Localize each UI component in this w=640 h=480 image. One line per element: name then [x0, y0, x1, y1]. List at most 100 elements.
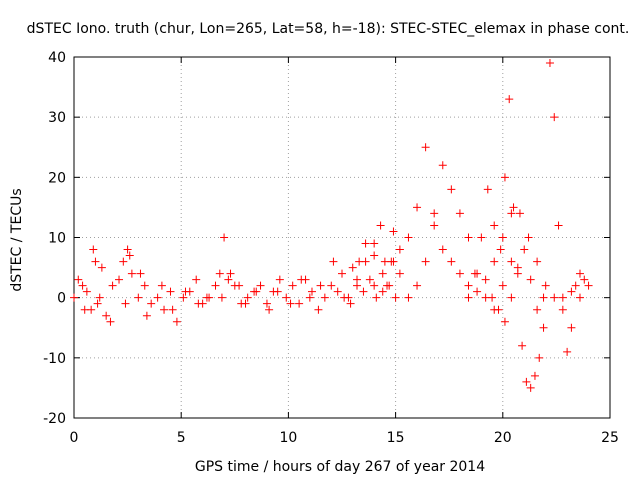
data-point — [550, 113, 559, 122]
data-point — [102, 311, 111, 320]
data-point — [524, 233, 533, 242]
y-tick-label: -20 — [43, 411, 66, 427]
data-point — [584, 281, 593, 290]
axes — [73, 56, 611, 419]
data-point — [404, 293, 413, 302]
data-point — [194, 299, 203, 308]
data-point — [481, 275, 490, 284]
data-point — [421, 257, 430, 266]
x-tick-label: 0 — [70, 430, 79, 446]
data-point — [455, 269, 464, 278]
data-point — [563, 347, 572, 356]
data-point — [106, 317, 115, 326]
data-point — [89, 245, 98, 254]
data-point — [121, 299, 130, 308]
data-point — [316, 281, 325, 290]
data-point — [160, 305, 169, 314]
data-point — [413, 281, 422, 290]
data-point — [202, 293, 211, 302]
data-point — [383, 281, 392, 290]
data-point — [307, 287, 316, 296]
data-point — [108, 281, 117, 290]
data-point — [95, 293, 104, 302]
data-point — [215, 269, 224, 278]
data-point — [430, 221, 439, 230]
data-point — [348, 263, 357, 272]
data-point — [252, 287, 261, 296]
data-point — [220, 233, 229, 242]
data-point — [370, 281, 379, 290]
data-point — [522, 377, 531, 386]
data-point — [273, 287, 282, 296]
x-tick-label: 20 — [494, 430, 512, 446]
data-point — [507, 293, 516, 302]
series-4 — [370, 161, 593, 314]
data-point — [226, 269, 235, 278]
data-point — [123, 245, 132, 254]
chart-title: dSTEC Iono. truth (chur, Lon=265, Lat=58… — [27, 21, 630, 37]
data-point — [256, 281, 265, 290]
data-point — [136, 269, 145, 278]
data-point — [181, 287, 190, 296]
data-point — [333, 287, 342, 296]
data-point — [297, 275, 306, 284]
series-5 — [464, 95, 548, 392]
y-tick-label: 20 — [48, 170, 66, 186]
data-point — [550, 293, 559, 302]
data-point — [505, 95, 514, 104]
data-point — [520, 245, 529, 254]
data-point — [115, 275, 124, 284]
tick-labels: 0 5 10 15 20 25 -20 -10 0 10 20 30 40 — [43, 50, 619, 446]
data-point — [554, 221, 563, 230]
data-point — [507, 209, 516, 218]
data-point — [140, 281, 149, 290]
data-point — [147, 299, 156, 308]
data-point — [391, 293, 400, 302]
data-point — [320, 293, 329, 302]
data-point — [430, 209, 439, 218]
data-point — [526, 275, 535, 284]
data-point — [153, 293, 162, 302]
data-point — [329, 257, 338, 266]
x-tick-label: 5 — [177, 430, 186, 446]
data-point — [526, 383, 535, 392]
data-point — [389, 227, 398, 236]
data-point — [387, 257, 396, 266]
data-point — [359, 287, 368, 296]
data-point — [513, 269, 522, 278]
data-point — [179, 293, 188, 302]
data-point — [127, 269, 136, 278]
data-point — [498, 281, 507, 290]
data-point — [361, 239, 370, 248]
data-point — [119, 257, 128, 266]
data-point — [567, 323, 576, 332]
data-point — [192, 275, 201, 284]
data-point — [288, 281, 297, 290]
data-point — [477, 233, 486, 242]
data-point — [378, 287, 387, 296]
data-point — [395, 245, 404, 254]
data-point — [235, 281, 244, 290]
data-point — [455, 209, 464, 218]
data-point — [370, 251, 379, 260]
data-point — [344, 293, 353, 302]
data-point — [305, 293, 314, 302]
data-point — [93, 299, 102, 308]
x-tick-label: 15 — [387, 430, 405, 446]
data-point — [483, 185, 492, 194]
data-point — [490, 257, 499, 266]
data-point — [241, 299, 250, 308]
data-point — [168, 305, 177, 314]
data-point — [172, 317, 181, 326]
data-point — [539, 323, 548, 332]
data-point — [142, 311, 151, 320]
data-point — [539, 293, 548, 302]
data-point — [78, 281, 87, 290]
data-point — [438, 245, 447, 254]
data-point — [314, 305, 323, 314]
data-point — [515, 209, 524, 218]
data-point — [243, 293, 252, 302]
data-point — [558, 293, 567, 302]
data-point — [361, 257, 370, 266]
